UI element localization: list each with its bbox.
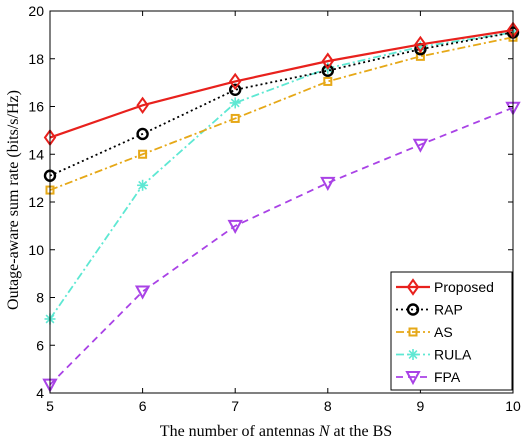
y-tick-label: 10 (28, 242, 44, 258)
legend-label: AS (434, 324, 453, 340)
x-tick-label: 10 (505, 398, 521, 414)
data-point (229, 97, 241, 109)
legend-entry-as: AS (396, 324, 453, 340)
legend-entry-rula: RULA (396, 347, 472, 363)
data-point (228, 72, 242, 91)
legend-entry-rap: RAP (396, 302, 463, 318)
y-tick-label: 16 (28, 99, 44, 115)
legend-label: FPA (434, 369, 461, 385)
x-axis-label-prefix: The number of antennas (160, 423, 319, 440)
y-tick-label: 8 (36, 290, 44, 306)
data-point (228, 83, 242, 96)
legend-swatch-marker (405, 371, 421, 386)
data-point (138, 149, 148, 159)
legend-swatch-marker (408, 327, 418, 337)
y-tick-label: 6 (36, 337, 44, 353)
axes-layer: 5 6 7 8 9 10 4 6 8 10 12 14 16 18 20 (28, 3, 521, 414)
data-point (136, 127, 149, 141)
legend-label: RAP (434, 302, 463, 318)
series-line (49, 31, 514, 177)
x-tick-label: 9 (417, 398, 425, 414)
data-point (230, 113, 240, 123)
data-point (137, 179, 149, 191)
y-tick-label: 12 (28, 194, 44, 210)
series-line (49, 106, 514, 386)
x-tick-label: 5 (46, 398, 54, 414)
x-tick-label: 8 (324, 398, 332, 414)
legend-entry-fpa: FPA (396, 369, 461, 386)
y-tick-label: 4 (36, 385, 44, 401)
data-point (414, 35, 427, 54)
x-axis-label: The number of antennas N at the BS (160, 423, 392, 440)
series-line (49, 29, 514, 139)
y-tick-label: 18 (28, 51, 44, 67)
y-tick-label: 14 (28, 146, 44, 162)
legend-swatch-marker (406, 303, 420, 316)
legend-entry-proposed: Proposed (396, 278, 494, 296)
x-axis-label-suffix: at the BS (330, 423, 393, 440)
x-tick-label: 6 (139, 398, 147, 414)
x-axis-label-variable: N (318, 423, 331, 440)
y-axis-label: Outage-aware sum rate (bits/s/Hz) (5, 90, 22, 310)
data-point (134, 285, 151, 300)
data-point (412, 138, 429, 153)
legend-swatch-marker (406, 278, 420, 296)
series-line (49, 31, 514, 320)
y-tick-label: 20 (28, 3, 44, 19)
data-point (323, 76, 333, 86)
data-point (136, 96, 149, 115)
legend-label: Proposed (434, 279, 494, 295)
x-tick-label: 7 (231, 398, 239, 414)
legend-swatch-marker (407, 349, 419, 360)
data-point (320, 176, 336, 191)
data-point (321, 52, 335, 70)
legend: Proposed RAP AS RULA FPA (390, 271, 513, 391)
data-point (227, 219, 243, 234)
data-point (321, 64, 334, 77)
series-line (49, 36, 514, 191)
legend-label: RULA (434, 347, 472, 363)
